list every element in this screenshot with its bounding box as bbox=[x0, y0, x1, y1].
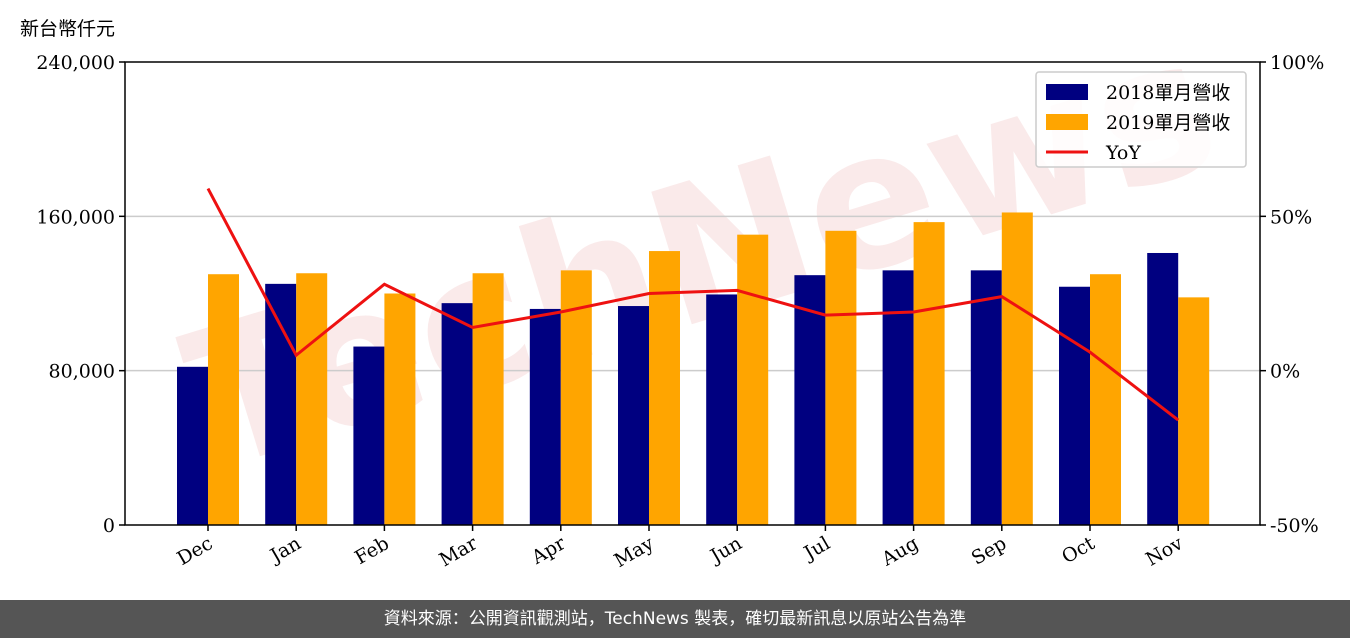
x-tick-label: Jun bbox=[705, 532, 746, 568]
bar-2018 bbox=[529, 308, 561, 525]
x-tick-label: Feb bbox=[351, 532, 393, 569]
bar-2019 bbox=[1178, 297, 1210, 525]
legend: 2018單月營收 2019單月營收 YoY bbox=[1035, 71, 1247, 168]
bar-2018 bbox=[706, 294, 738, 525]
bar-2019 bbox=[1001, 212, 1033, 525]
source-footer: 資料來源：公開資訊觀測站，TechNews 製表，確切最新訊息以原站公告為準 bbox=[0, 600, 1350, 638]
plot-frame bbox=[124, 61, 1261, 526]
yoy-polyline bbox=[206, 187, 1180, 422]
x-tick-label: Aug bbox=[877, 532, 922, 571]
x-tick-label: Oct bbox=[1058, 532, 1099, 568]
bar-2019 bbox=[913, 222, 945, 525]
bar-2019 bbox=[737, 234, 769, 526]
bar-2019 bbox=[649, 251, 680, 525]
y2-tick-label: -50% bbox=[1270, 515, 1319, 537]
y-tick-label: 240,000 bbox=[36, 52, 115, 74]
bar-2018 bbox=[794, 275, 826, 525]
bar-2019 bbox=[560, 270, 592, 525]
bar-2018 bbox=[882, 270, 914, 525]
bar-2019 bbox=[208, 274, 239, 525]
bar-2019 bbox=[825, 230, 857, 526]
bar-2019 bbox=[296, 273, 328, 525]
y-tick-label: 160,000 bbox=[36, 206, 115, 228]
y-tick-label: 0 bbox=[103, 515, 115, 537]
y2-tick-label: 0% bbox=[1270, 361, 1300, 383]
x-tick-label: Jul bbox=[799, 532, 834, 565]
legend-swatch bbox=[1046, 114, 1088, 130]
y2-tick-label: 50% bbox=[1270, 206, 1312, 228]
bar-2019 bbox=[472, 273, 504, 525]
bars bbox=[177, 212, 1210, 526]
bar-2018 bbox=[618, 306, 649, 525]
bar-2018 bbox=[265, 283, 297, 525]
x-tick-label: Mar bbox=[436, 532, 482, 571]
y-tick-label: 80,000 bbox=[49, 361, 115, 383]
x-tick-label: May bbox=[611, 532, 658, 572]
x-tick-label: Nov bbox=[1142, 532, 1187, 571]
bar-2018 bbox=[1059, 286, 1090, 525]
x-tick-label: Jan bbox=[265, 532, 305, 568]
revenue-chart: TechNews 080,000160,000240,000-50%0%50%1… bbox=[36, 0, 1324, 572]
bar-2018 bbox=[177, 366, 208, 525]
x-tick-label: Dec bbox=[173, 532, 216, 570]
legend-label: 2019單月營收 bbox=[1106, 112, 1230, 134]
bar-2018 bbox=[1147, 252, 1179, 526]
bar-2019 bbox=[384, 293, 416, 525]
bar-2018 bbox=[441, 303, 473, 525]
legend-label: 2018單月營收 bbox=[1106, 82, 1230, 104]
bar-2018 bbox=[353, 346, 385, 525]
legend-swatch bbox=[1046, 84, 1088, 100]
legend-box bbox=[1035, 71, 1247, 168]
x-tick-label: Apr bbox=[527, 532, 570, 569]
bar-2018 bbox=[970, 270, 1002, 525]
x-tick-label: Sep bbox=[968, 532, 1011, 569]
legend-label: YoY bbox=[1105, 142, 1141, 164]
bar-2019 bbox=[1090, 274, 1121, 525]
yoy-line bbox=[206, 187, 1180, 422]
y-axis-unit-label: 新台幣仟元 bbox=[20, 18, 116, 40]
y2-tick-label: 100% bbox=[1270, 52, 1324, 74]
